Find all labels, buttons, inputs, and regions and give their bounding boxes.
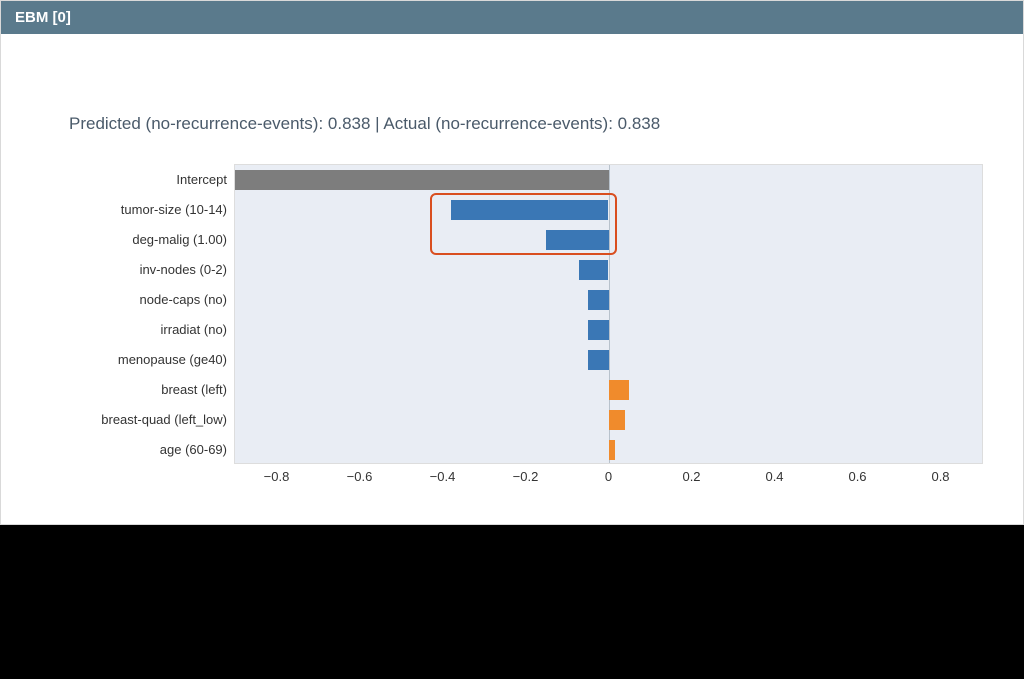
bar[interactable] [588, 290, 609, 310]
bar[interactable] [546, 230, 608, 250]
x-tick-label: −0.8 [264, 469, 290, 484]
x-tick-label: 0.2 [682, 469, 700, 484]
bar-row: Intercept [235, 165, 982, 195]
bar-row: tumor-size (10-14) [235, 195, 982, 225]
y-axis-label: tumor-size (10-14) [121, 195, 235, 225]
bar-row: menopause (ge40) [235, 345, 982, 375]
x-tick-label: −0.6 [347, 469, 373, 484]
bar[interactable] [609, 380, 630, 400]
y-axis-label: irradiat (no) [161, 315, 235, 345]
bar[interactable] [579, 260, 608, 280]
x-tick-label: −0.4 [430, 469, 456, 484]
bar-row: breast-quad (left_low) [235, 405, 982, 435]
bar[interactable] [588, 320, 609, 340]
y-axis-label: Intercept [176, 165, 235, 195]
panel-title: EBM [0] [15, 9, 71, 26]
bar-row: inv-nodes (0-2) [235, 255, 982, 285]
bar-row: breast (left) [235, 375, 982, 405]
y-axis-label: deg-malig (1.00) [132, 225, 235, 255]
plot-area[interactable]: −0.8−0.6−0.4−0.200.20.40.60.8 Interceptt… [234, 164, 983, 464]
x-tick-label: 0.8 [931, 469, 949, 484]
bar[interactable] [451, 200, 609, 220]
y-axis-label: breast-quad (left_low) [101, 405, 235, 435]
ebm-panel: EBM [0] Predicted (no-recurrence-events)… [0, 0, 1024, 525]
x-tick-label: 0.6 [848, 469, 866, 484]
y-axis-label: inv-nodes (0-2) [140, 255, 235, 285]
bar[interactable] [609, 410, 626, 430]
x-tick-label: 0.4 [765, 469, 783, 484]
bar-row: irradiat (no) [235, 315, 982, 345]
bar[interactable] [609, 440, 615, 460]
x-tick-label: −0.2 [513, 469, 539, 484]
bar-row: age (60-69) [235, 435, 982, 465]
bar[interactable] [235, 170, 609, 190]
panel-header: EBM [0] [1, 1, 1023, 34]
y-axis-label: age (60-69) [160, 435, 235, 465]
bar[interactable] [588, 350, 609, 370]
y-axis-label: breast (left) [161, 375, 235, 405]
bar-row: deg-malig (1.00) [235, 225, 982, 255]
panel-body: Predicted (no-recurrence-events): 0.838 … [1, 34, 1023, 524]
x-tick-label: 0 [605, 469, 612, 484]
y-axis-label: node-caps (no) [140, 285, 235, 315]
plot-wrap: −0.8−0.6−0.4−0.200.20.40.60.8 Interceptt… [69, 164, 983, 464]
x-axis: −0.8 −0.6 −0.4 −0.2 0 0.2 0.4 0.6 0.8 [235, 463, 982, 487]
y-axis-label: menopause (ge40) [118, 345, 235, 375]
chart-title: Predicted (no-recurrence-events): 0.838 … [69, 114, 983, 134]
bar-row: node-caps (no) [235, 285, 982, 315]
